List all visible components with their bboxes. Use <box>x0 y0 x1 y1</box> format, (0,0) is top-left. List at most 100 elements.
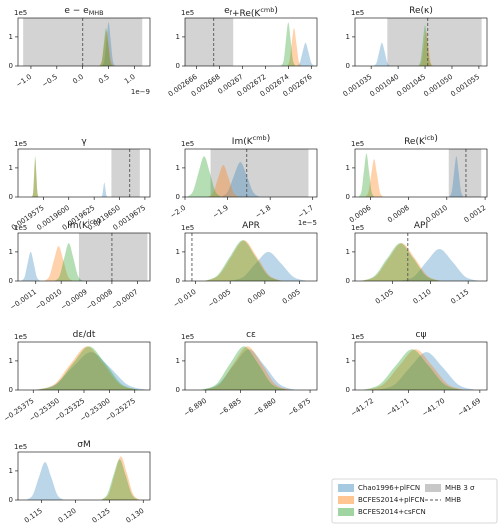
axes-frame <box>184 148 318 198</box>
y-tick-label: 0 <box>9 277 13 285</box>
y-offset-label: 1e5 <box>14 224 27 232</box>
y-offset-label: 1e5 <box>181 140 194 148</box>
title-text: API <box>414 221 428 231</box>
histogram <box>205 240 281 281</box>
histogram <box>373 42 391 66</box>
x-tick-label: 0.120 <box>57 507 78 525</box>
histogram <box>55 243 83 281</box>
histogram <box>187 156 221 197</box>
chart-title: API <box>414 221 428 231</box>
histogram <box>361 243 439 281</box>
y-tick-label: 1 <box>9 33 13 41</box>
y-tick-label: 1 <box>346 33 350 41</box>
x-tick-label: −0.0007 <box>110 288 139 312</box>
chart-title: e − eMHB <box>64 6 103 18</box>
legend-label: BCFES2014+plFCN <box>358 496 425 504</box>
x-tick-label: 0.130 <box>125 507 146 525</box>
histogram <box>101 182 108 197</box>
histogram <box>281 22 296 66</box>
histogram <box>40 346 138 390</box>
y-tick-label: 0 <box>346 277 350 285</box>
x-tick-label: −0.0009 <box>59 288 88 312</box>
y-tick-label: 0 <box>176 62 180 70</box>
title-superscript: icb <box>88 218 98 226</box>
legend-swatch <box>338 484 354 492</box>
axes-frame <box>184 17 318 67</box>
title-text: dε/dt <box>73 330 96 340</box>
title-text: ) <box>267 134 271 144</box>
axes-frame <box>354 148 488 198</box>
histogram <box>203 349 295 390</box>
x-tick-label: 0.005 <box>281 288 302 306</box>
histogram <box>221 162 260 197</box>
y-tick-label: 1 <box>176 33 180 41</box>
y-tick-label: 0 <box>346 62 350 70</box>
x-tick-label: −41.69 <box>456 397 482 418</box>
title-text: +Re(K <box>232 9 261 19</box>
x-tick-label: 0.0008 <box>386 204 411 225</box>
x-tick-label: 0.001035 <box>342 73 374 99</box>
histogram <box>202 346 286 390</box>
x-offset-label: 1e−9 <box>131 88 150 96</box>
legend-swatch <box>338 496 354 504</box>
y-tick-label: 0 <box>346 386 350 394</box>
x-tick-label: −0.0010 <box>34 288 63 312</box>
chart-title: dε/dt <box>73 330 96 340</box>
chart-title: Im(Kicb) <box>67 218 101 231</box>
title-text: e <box>224 6 230 16</box>
x-tick-label: −6.885 <box>217 397 243 418</box>
y-offset-label: 1e5 <box>14 9 27 17</box>
y-tick-label: 1 <box>176 164 180 172</box>
y-tick-label: 0 <box>9 62 13 70</box>
histogram <box>378 352 475 390</box>
x-tick-label: −1.9 <box>211 204 230 220</box>
title-text: ) <box>97 218 101 228</box>
title-text: Re(K <box>404 137 426 147</box>
y-offset-label: 1e5 <box>351 9 364 17</box>
histogram <box>102 456 140 500</box>
histogram <box>26 462 64 500</box>
x-tick-label: 0.0010 <box>424 204 449 225</box>
axes-frame <box>184 232 318 282</box>
histogram <box>205 346 290 390</box>
x-tick-label: 0.115 <box>449 288 470 306</box>
x-tick-label: −41.71 <box>385 397 411 418</box>
legend-label: MHB 3 σ <box>445 484 475 492</box>
y-tick-label: 1 <box>9 164 13 172</box>
title-text: Im(K <box>232 137 254 147</box>
y-offset-label: 1e5 <box>351 140 364 148</box>
histogram <box>99 31 114 66</box>
chart-title: Re(Kicb) <box>404 134 438 147</box>
axes-frame <box>17 232 151 282</box>
legend-label: MHB <box>445 496 461 504</box>
mhb-3sigma-band <box>387 18 482 66</box>
chart-title: Im(Kcmb) <box>232 134 270 147</box>
y-tick-label: 0 <box>176 277 180 285</box>
histogram <box>38 346 136 390</box>
y-tick-label: 0 <box>9 386 13 394</box>
x-tick-label: −0.005 <box>207 288 233 309</box>
y-offset-label: 1e5 <box>181 224 194 232</box>
title-text: cψ <box>416 330 427 340</box>
y-offset-label: 1e5 <box>14 333 27 341</box>
x-tick-label: −41.72 <box>349 397 375 418</box>
chart-title: cε <box>246 330 256 340</box>
mhb-3sigma-band <box>448 149 482 197</box>
x-tick-label: 0.001055 <box>449 73 481 99</box>
x-tick-label: 0.110 <box>412 288 433 306</box>
histogram <box>207 165 239 197</box>
y-offset-label: 1e5 <box>181 9 194 17</box>
axes-frame <box>17 17 151 67</box>
title-text: e − e <box>64 6 89 16</box>
title-text: Im(K <box>67 221 89 231</box>
panel <box>26 456 140 500</box>
x-tick-label: −2.0 <box>169 204 188 220</box>
x-tick-label: 0.001045 <box>395 73 427 99</box>
x-tick-label: −1.8 <box>254 204 273 220</box>
histogram <box>287 28 301 66</box>
histogram <box>296 42 315 66</box>
x-tick-label: 0.001050 <box>422 73 454 99</box>
y-tick-label: 1 <box>346 164 350 172</box>
y-tick-label: 1 <box>346 357 350 365</box>
y-tick-label: 0 <box>176 386 180 394</box>
